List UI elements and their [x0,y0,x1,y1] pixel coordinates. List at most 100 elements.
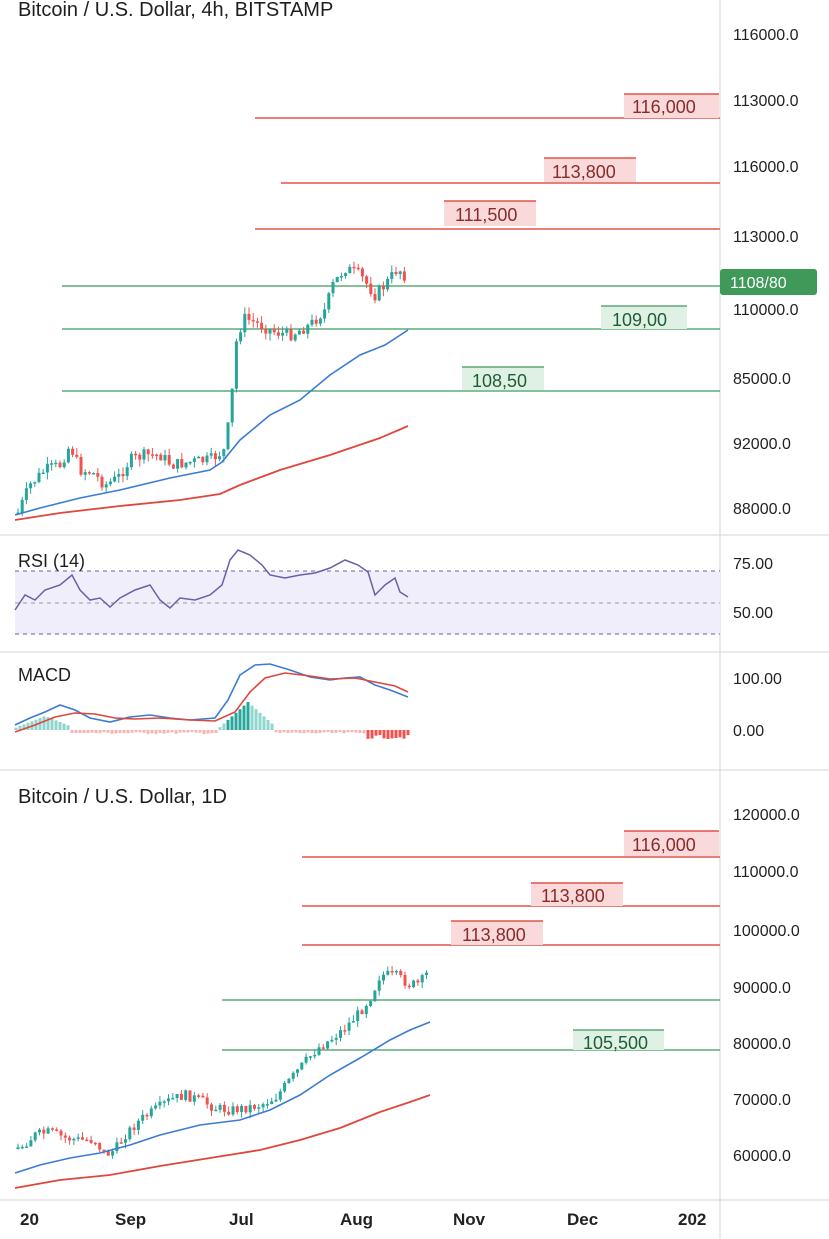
candle-body [222,449,226,457]
candle-body [145,1114,149,1117]
macd-histogram-bar [270,723,274,730]
ma-fast-line [14,329,409,516]
macd-histogram-bar [106,730,110,733]
y-tick-label: 100000.0 [733,923,800,940]
resistance-label-bg [444,201,536,226]
y-tick-label: 88000.0 [733,501,791,518]
levels-4h: 116,000 113,800 111,500 109,00 108,50 [62,93,720,392]
macd-histogram-bar [170,730,174,733]
candle-body [66,448,70,463]
macd-histogram-bar [278,730,282,733]
macd-histogram-bar [90,730,94,733]
candle-body [29,483,33,489]
macd-histogram-bar [306,730,310,733]
candle-body [300,1062,304,1070]
support-label: 105,500 [583,1033,648,1053]
candle-body [331,282,335,294]
candle-body [291,1072,295,1079]
candle-body [420,975,424,983]
candle-body [138,454,142,460]
macd-histogram-bar [14,727,18,730]
candle-body [37,472,41,483]
candle-body [108,481,112,485]
macd-level-label: 0.00 [733,723,764,740]
macd-histogram-bar [102,730,106,733]
candle-body [25,1146,29,1148]
macd-histogram-bar [262,716,266,730]
candle-body [281,332,285,336]
candle-body [142,449,146,460]
candles-4h [16,261,406,517]
candle-body [289,328,293,341]
candle-body [287,1078,291,1083]
y-tick-label: 70000.0 [733,1092,791,1109]
macd-histogram-bar [370,730,374,739]
macd-histogram-bar [94,730,98,734]
macd-histogram-bar [342,730,346,734]
x-tick-label: 20 [20,1210,39,1229]
candle-body [76,1137,80,1139]
candle-body [136,1120,140,1130]
candle-body [175,1093,179,1099]
candle-body [87,472,91,474]
candle-body [98,1142,102,1150]
candle-body [239,332,243,342]
candle-body [33,482,37,484]
candle-body [214,1109,218,1112]
candle-body [16,512,20,515]
candle-body [188,461,192,464]
macd-histogram-bar [394,730,398,739]
macd-histogram-bar [86,730,90,733]
y-tick-label: 110000.0 [733,864,799,881]
candle-body [278,1091,282,1100]
candle-body [124,1139,127,1143]
macd-histogram-bar [38,718,42,730]
y-tick-label: 110000.0 [733,302,799,319]
y-tick-label: 116000.0 [733,159,799,176]
candle-body [351,1021,355,1023]
macd-histogram-bar [206,730,210,734]
support-label-bg [601,306,687,329]
macd-histogram-bar [246,702,250,730]
candle-body [270,1101,274,1105]
macd-histogram-bar [190,730,194,733]
candle-body [403,974,407,986]
macd-histogram-bar [78,730,82,733]
candle-body [205,455,209,463]
macd-histogram-bar [238,709,242,730]
candle-body [356,267,360,270]
macd-histogram-bar [98,730,102,734]
candle-body [323,309,327,319]
resistance-label: 113,800 [462,925,526,945]
candle-body [63,1135,67,1138]
macd-histogram-bar [134,730,138,733]
candle-body [347,1022,351,1031]
candle-body [390,272,394,279]
price-tag-bg [720,269,817,295]
macd-histogram-bar [118,730,122,734]
candle-body [213,453,217,460]
macd-histogram-bar [346,730,350,733]
candle-body [330,1039,334,1042]
macd-histogram-bar [146,730,150,734]
y-tick-label: 92000.0 [733,436,791,453]
macd-histogram-bar [214,730,218,734]
candle-body [93,1142,97,1145]
macd-histogram-bar [386,730,390,739]
macd-histogram-bar [210,730,214,734]
candle-body [352,266,356,269]
macd-histogram-bar [330,730,334,733]
candle-body [121,474,125,477]
rsi-level-label: 50.00 [733,605,773,622]
candle-body [179,1093,183,1100]
candle-body [20,499,24,513]
macd-signal-line [14,672,409,733]
support-label: 108,50 [472,371,527,391]
candle-body [416,980,420,983]
candle-body [72,1138,76,1141]
macd-histogram-bar [354,730,358,733]
resistance-label: 113,800 [541,886,605,906]
candle-body [244,1105,248,1113]
macd-histogram-bar [26,722,30,730]
